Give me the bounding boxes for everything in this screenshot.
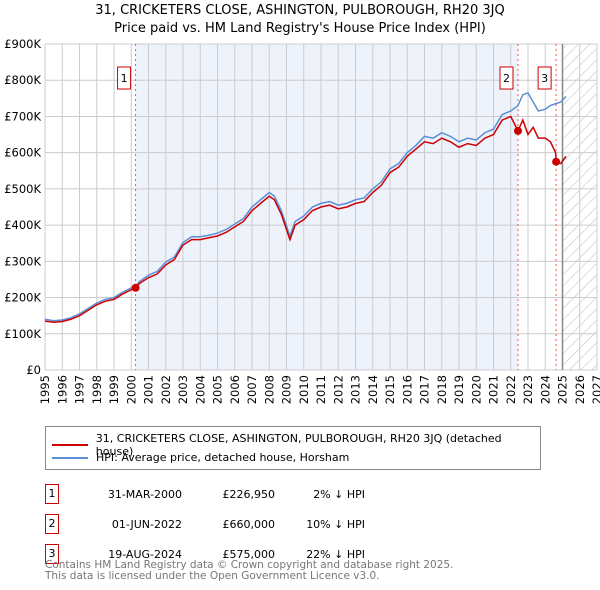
x-tick-label: 2014 — [366, 375, 380, 404]
legend-label-property: 31, CRICKETERS CLOSE, ASHINGTON, PULBORO… — [95, 432, 502, 458]
y-tick-label: £200K — [4, 291, 41, 305]
sale-point — [552, 157, 561, 166]
x-tick-label: 2000 — [124, 375, 138, 404]
sale-badge: 2 — [45, 514, 59, 534]
sale-row: 3 19-AUG-2024 £575,000 22% ↓ HPI — [45, 544, 445, 564]
x-tick-label: 2013 — [349, 375, 363, 404]
x-tick-label: 1997 — [73, 375, 87, 404]
y-tick-label: £400K — [4, 218, 41, 232]
sale-marker-box — [117, 66, 132, 90]
x-tick-label: 2003 — [176, 375, 190, 404]
x-tick-label: 1996 — [55, 375, 69, 404]
y-tick-label: £700K — [4, 109, 41, 123]
x-tick-label: 2011 — [314, 375, 328, 404]
sale-badge: 1 — [45, 484, 59, 504]
y-tick-label: £500K — [4, 182, 41, 196]
sale-marker-label: 3 — [541, 72, 548, 85]
y-tick-label: £600K — [4, 146, 41, 160]
legend-item-property: 31, CRICKETERS CLOSE, ASHINGTON, PULBORO… — [52, 432, 540, 458]
sale-hpi-diff: 2% ↓ HPI — [313, 488, 365, 501]
x-tick-label: 2012 — [331, 375, 345, 404]
sale-point — [513, 126, 522, 135]
sale-row: 2 01-JUN-2022 £660,000 10% ↓ HPI — [45, 514, 445, 534]
x-tick-label: 2026 — [573, 375, 587, 404]
y-tick-label: £300K — [4, 254, 41, 268]
x-tick-label: 2007 — [245, 375, 259, 404]
x-tick-label: 2008 — [262, 375, 276, 404]
x-tick-label: 2018 — [435, 375, 449, 404]
sale-badge: 3 — [45, 544, 59, 564]
x-tick-label: 1999 — [107, 375, 121, 404]
x-tick-label: 2017 — [418, 375, 432, 404]
x-tick-label: 2004 — [193, 375, 207, 404]
x-tick-label: 2010 — [297, 375, 311, 404]
x-tick-label: 2015 — [383, 375, 397, 404]
x-tick-label: 2021 — [487, 375, 501, 404]
sale-date: 31-MAR-2000 — [107, 488, 182, 501]
y-tick-label: £0 — [26, 363, 41, 377]
x-tick-label: 2001 — [142, 375, 156, 404]
y-tick-label: £900K — [4, 37, 41, 51]
x-tick-label: 2002 — [159, 375, 173, 404]
sale-price: £575,000 — [222, 548, 276, 561]
footer-line-1: Contains HM Land Registry data © Crown c… — [45, 559, 454, 571]
x-tick-label: 1995 — [38, 375, 52, 404]
sale-hpi-diff: 10% ↓ HPI — [306, 518, 365, 531]
property-price-line — [44, 115, 567, 323]
plot-area: 1995 1996 1997 1998 1999 2000 2001 2002 2003 2004… — [4, 37, 600, 404]
sale-hpi-diff: 22% ↓ HPI — [306, 548, 365, 561]
x-tick-label: 2016 — [400, 375, 414, 404]
legend-item-hpi: HPI: Average price, detached house, Hors… — [52, 451, 349, 464]
legend-label-hpi: HPI: Average price, detached house, Hors… — [96, 451, 350, 464]
chart-subtitle: Price paid vs. HM Land Registry's House … — [114, 21, 486, 36]
sale-date: 01-JUN-2022 — [111, 518, 182, 531]
sale-row: 1 31-MAR-2000 £226,950 2% ↓ HPI — [45, 484, 445, 504]
sale-marker-box — [537, 66, 552, 90]
hpi-line — [44, 91, 567, 322]
sale-marker-label: 2 — [503, 72, 510, 85]
sale-date: 19-AUG-2024 — [108, 548, 182, 561]
x-tick-label: 2005 — [211, 375, 225, 404]
x-tick-label: 2024 — [538, 375, 552, 404]
sale-marker-label: 1 — [121, 72, 128, 85]
x-tick-label: 2020 — [469, 375, 483, 404]
legend: 31, CRICKETERS CLOSE, ASHINGTON, PULBORO… — [45, 426, 541, 470]
sale-point — [131, 283, 140, 292]
sale-marker-box — [499, 66, 514, 90]
chart-title: 31, CRICKETERS CLOSE, ASHINGTON, PULBORO… — [95, 3, 505, 18]
sale-price: £226,950 — [222, 488, 276, 501]
x-tick-label: 2019 — [452, 375, 466, 404]
x-tick-label: 2023 — [521, 375, 535, 404]
x-tick-label: 2022 — [504, 375, 518, 404]
x-tick-label: 2027 — [590, 375, 600, 404]
y-tick-label: £100K — [4, 327, 41, 341]
y-tick-label: £800K — [4, 73, 41, 87]
x-tick-label: 2025 — [556, 375, 570, 404]
x-tick-label: 1998 — [90, 375, 104, 404]
x-tick-label: 2009 — [280, 375, 294, 404]
footer-line-2: This data is licensed under the Open Gov… — [45, 570, 380, 582]
x-tick-label: 2006 — [228, 375, 242, 404]
shaded-period — [135, 44, 518, 370]
footer: Contains HM Land Registry data © Crown c… — [45, 560, 453, 582]
sale-price: £660,000 — [222, 518, 276, 531]
